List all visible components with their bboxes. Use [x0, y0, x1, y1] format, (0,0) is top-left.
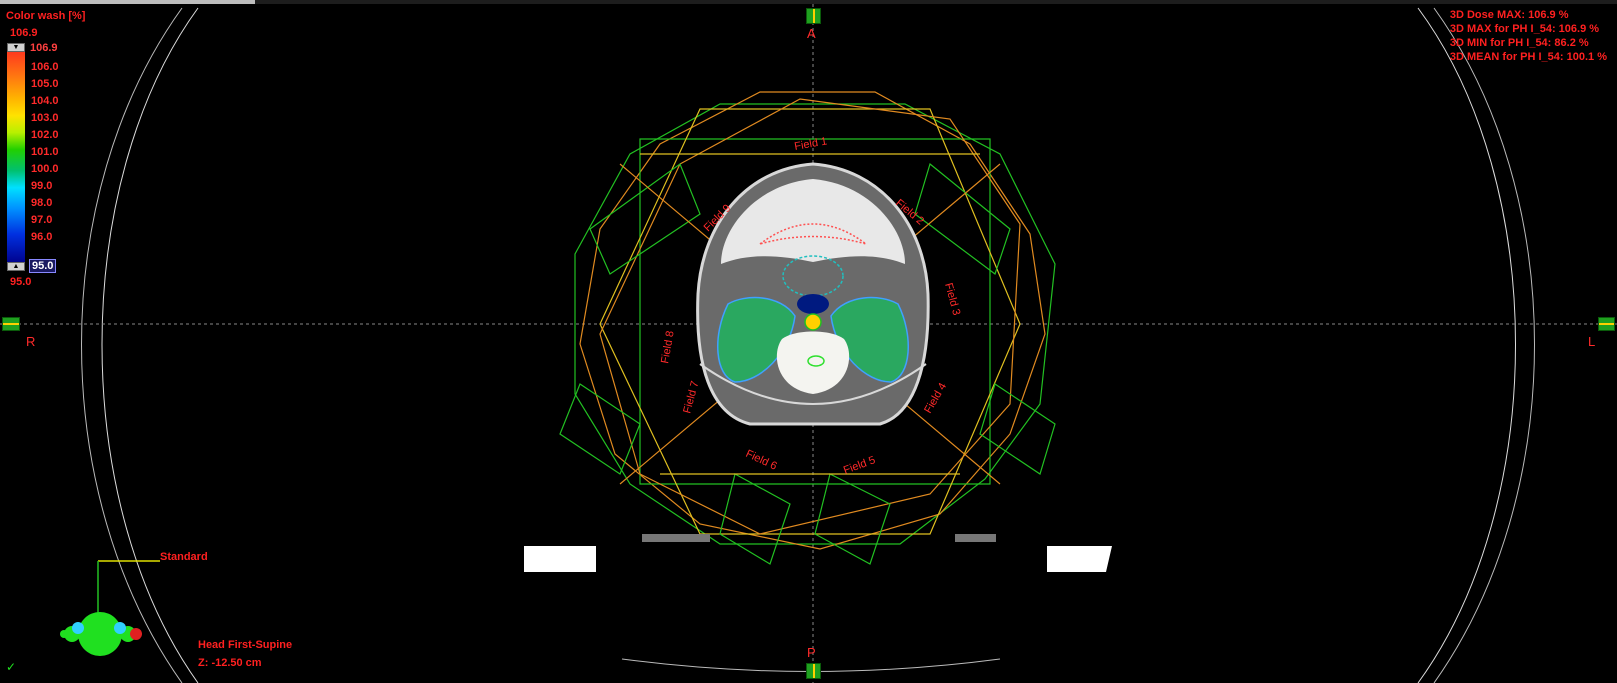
patient-position: Head First-Supine	[198, 639, 293, 651]
legend-tick: 96.0	[31, 231, 53, 243]
stat-mean: 3D MEAN for PH I_54: 100.1 %	[1449, 51, 1607, 63]
legend-tick: 100.0	[31, 163, 59, 175]
stat-min: 3D MIN for PH I_54: 86.2 %	[1449, 37, 1589, 49]
legend-tick: 99.0	[31, 180, 53, 192]
legend-tick: 98.0	[31, 197, 53, 209]
marker-right[interactable]	[1598, 317, 1615, 331]
stat-max: 3D MAX for PH I_54: 106.9 %	[1449, 23, 1600, 35]
orient-left: L	[1588, 334, 1596, 349]
field-label-8: Field 8	[659, 330, 677, 365]
legend-min-handle[interactable]: ▲	[7, 262, 25, 271]
orient-right: R	[26, 334, 36, 349]
legend-max-handle[interactable]: ▼	[7, 43, 25, 52]
legend-tick: 97.0	[31, 214, 53, 226]
checkmark-icon: ✓	[6, 660, 17, 674]
field-label-7: Field 7	[681, 380, 701, 415]
ct-head	[696, 162, 930, 426]
legend-tick: 101.0	[31, 146, 59, 158]
marker-bottom[interactable]	[806, 663, 821, 679]
legend-top-value: 106.9	[30, 42, 58, 54]
patient-orientation-icon	[60, 560, 160, 656]
field-label-1: Field 1	[793, 135, 828, 153]
legend-tick: 106.0	[31, 61, 59, 73]
view-label: Standard	[160, 551, 208, 563]
field-label-9: Field 9	[702, 202, 734, 234]
legend-min-value: 95.0	[10, 276, 32, 288]
orient-posterior: P	[807, 645, 816, 660]
beam-outlines	[559, 91, 1056, 565]
legend-tick: 104.0	[31, 95, 59, 107]
marker-left[interactable]	[2, 317, 20, 331]
legend-tick: 103.0	[31, 112, 59, 124]
field-label-4: Field 4	[922, 381, 949, 416]
top-tab[interactable]	[0, 0, 255, 4]
legend-tick: 105.0	[31, 78, 59, 90]
orient-anterior: A	[807, 26, 816, 41]
slice-z: Z: -12.50 cm	[198, 657, 262, 669]
field-label-2: Field 2	[893, 197, 926, 227]
field-label-3: Field 3	[942, 282, 962, 317]
field-label-5: Field 5	[842, 454, 877, 477]
legend-tick: 102.0	[31, 129, 59, 141]
legend-bottom-value[interactable]: 95.0	[28, 259, 57, 273]
couch-bar-right	[1047, 546, 1112, 572]
top-strip	[0, 0, 1617, 4]
legend-max-value: 106.9	[10, 27, 38, 39]
dose-stats: 3D Dose MAX: 106.9 % 3D MAX for PH I_54:…	[1450, 8, 1607, 64]
couch-bar-left	[524, 546, 596, 572]
field-labels: Field 1 Field 2 Field 3 Field 4 Field 5 …	[659, 135, 962, 477]
legend-title: Color wash [%]	[6, 10, 86, 22]
stat-dose-max: 3D Dose MAX: 106.9 %	[1449, 9, 1569, 21]
field-label-6: Field 6	[744, 448, 779, 473]
ct-slice-scene	[0, 4, 1617, 683]
marker-top[interactable]	[806, 8, 821, 24]
colorwash-bar	[7, 52, 25, 264]
